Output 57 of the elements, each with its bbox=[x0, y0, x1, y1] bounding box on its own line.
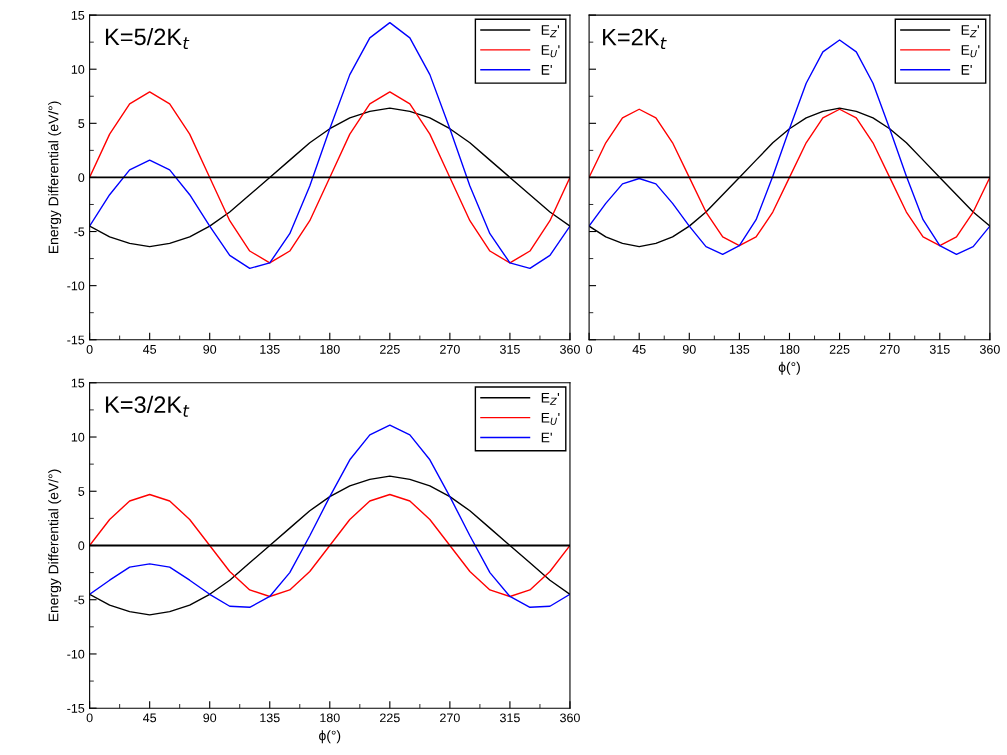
y-tick-label: -5 bbox=[74, 595, 85, 605]
annotation: K=2K$_{t}$ bbox=[603, 28, 667, 50]
y-tick-label: -10 bbox=[67, 281, 85, 291]
x-tick-label: 180 bbox=[780, 344, 800, 354]
x-tick-label: 225 bbox=[380, 344, 400, 354]
x-tick-label: 45 bbox=[143, 713, 157, 723]
y-tick-label: -5 bbox=[74, 227, 85, 237]
y-tick-label: 5 bbox=[78, 487, 85, 496]
y-tick-label: 0 bbox=[78, 173, 85, 183]
y-tick-label: 5 bbox=[78, 119, 85, 128]
x-tick-label: 360 bbox=[560, 713, 580, 723]
x-tick-label: 0 bbox=[86, 344, 93, 354]
y-tick-label: 10 bbox=[71, 65, 85, 74]
y-axis-title: Energy Differential (eV/°) bbox=[48, 101, 62, 254]
x-tick-label: 0 bbox=[586, 344, 593, 354]
y-tick-label: -15 bbox=[67, 704, 85, 713]
x-tick-label: 135 bbox=[729, 344, 750, 354]
legend-label: E$_{U}$' bbox=[541, 45, 560, 58]
x-tick-label: 135 bbox=[260, 713, 280, 723]
x-tick-label: 225 bbox=[380, 713, 400, 723]
x-tick-label: 315 bbox=[499, 344, 520, 354]
legend-label: E$_{U}$' bbox=[541, 412, 560, 425]
y-tick-label: 15 bbox=[71, 378, 85, 388]
x-tick-label: 270 bbox=[440, 713, 460, 723]
x-tick-label: 270 bbox=[440, 344, 460, 354]
x-tick-label: 0 bbox=[86, 713, 93, 723]
y-tick-label: 10 bbox=[71, 432, 85, 442]
y-tick-label: -15 bbox=[67, 335, 85, 345]
legend-label: E$_{U}$' bbox=[961, 45, 980, 58]
legend-label: E$_{Z}$' bbox=[541, 392, 560, 405]
x-tick-label: 315 bbox=[499, 713, 520, 723]
legend-label: E' bbox=[541, 65, 552, 75]
x-tick-label: 360 bbox=[560, 344, 580, 354]
x-tick-label: 90 bbox=[682, 344, 696, 354]
x-axis-title: ϕ(°) bbox=[319, 730, 341, 744]
annotation: K=3/2K$_{t}$ bbox=[105, 395, 190, 417]
legend-label: E$_{Z}$' bbox=[541, 25, 560, 38]
x-tick-label: 45 bbox=[143, 345, 157, 354]
x-tick-label: 180 bbox=[320, 713, 340, 723]
legend-label: E' bbox=[961, 65, 972, 75]
x-tick-label: 135 bbox=[260, 344, 280, 354]
x-tick-label: 225 bbox=[829, 344, 850, 354]
x-tick-label: 315 bbox=[929, 344, 950, 354]
x-tick-label: 270 bbox=[879, 344, 900, 354]
x-tick-label: 90 bbox=[203, 344, 217, 354]
y-tick-label: 0 bbox=[78, 541, 85, 551]
annotation: K=5/2K$_{t}$ bbox=[105, 27, 190, 49]
y-axis-title: Energy Differential (eV/°) bbox=[48, 469, 62, 622]
x-tick-label: 90 bbox=[203, 713, 217, 723]
x-tick-label: 180 bbox=[320, 344, 340, 354]
x-axis-title: ϕ(°) bbox=[778, 361, 800, 375]
y-tick-label: -10 bbox=[67, 649, 85, 659]
y-tick-label: 15 bbox=[71, 11, 85, 20]
x-tick-label: 45 bbox=[632, 345, 646, 354]
x-tick-label: 360 bbox=[979, 344, 1000, 354]
legend-label: E$_{Z}$' bbox=[961, 25, 979, 38]
legend-label: E' bbox=[541, 432, 552, 443]
